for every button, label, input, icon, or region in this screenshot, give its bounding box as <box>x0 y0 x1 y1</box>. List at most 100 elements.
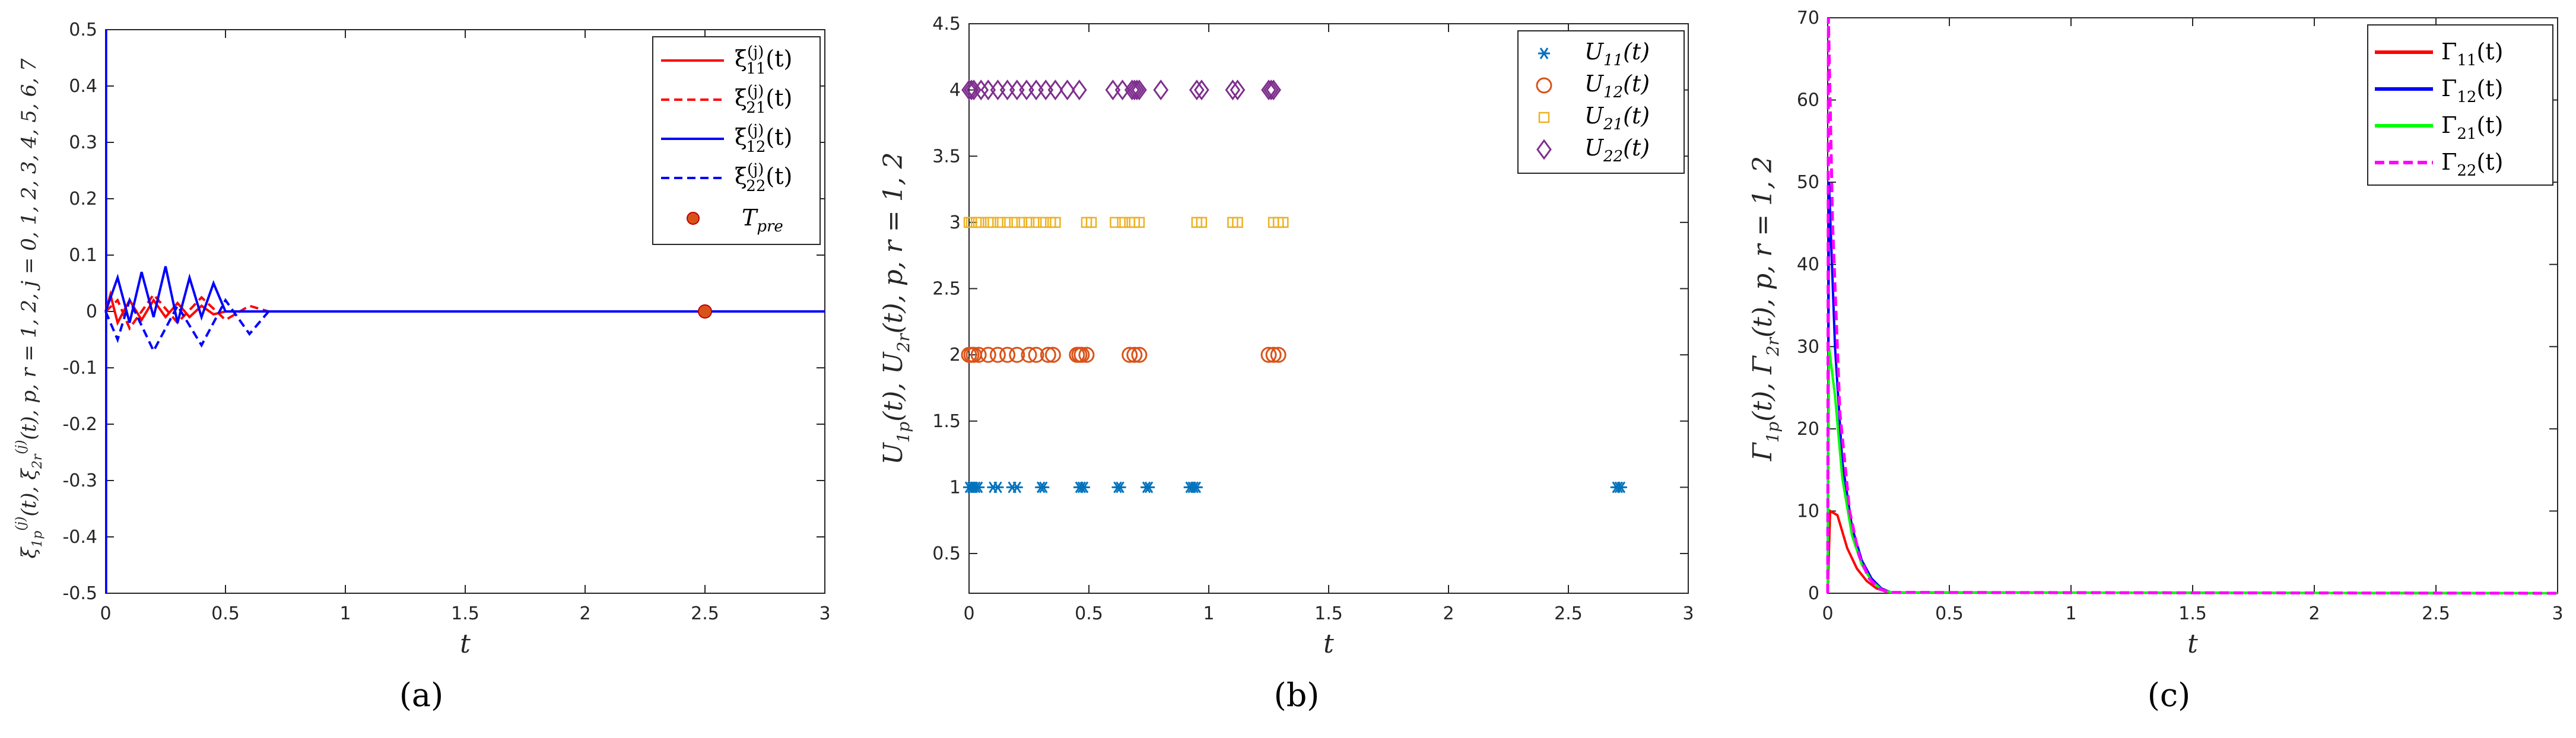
chart-a-legend-swatch <box>687 212 700 225</box>
chart-b-point-s3 <box>973 79 989 101</box>
chart-b-point-s2 <box>1277 217 1289 228</box>
chart-a-ylabel: ξ1p(j)(t), ξ2r(j)(t), p, r = 1, 2, j = 0… <box>14 58 45 558</box>
chart-b-point-s3 <box>1131 79 1147 101</box>
chart-b-point-s3 <box>1047 79 1063 101</box>
chart-b-point-s2 <box>1196 217 1208 228</box>
chart-b-legend-swatch <box>1538 47 1550 59</box>
chart-c-xtick-label: 1 <box>2065 603 2076 624</box>
chart-a-legend-label: Tpre <box>742 205 783 236</box>
chart-b-xtick-label: 3 <box>1682 603 1694 624</box>
chart-b-point-s0 <box>1615 481 1627 494</box>
chart-b-point-s2 <box>975 217 987 228</box>
chart-b-point-s0 <box>1037 481 1050 494</box>
chart-b-point-s2 <box>1110 217 1121 228</box>
chart-b-point-s1 <box>999 346 1016 363</box>
panel-label-b: (b) <box>1274 676 1320 714</box>
chart-b-point-s1 <box>1265 346 1282 363</box>
chart-a-xtick-label: 2.5 <box>691 603 719 624</box>
chart-b-ytick-label: 4 <box>949 80 961 101</box>
chart-b-point-s0 <box>1011 481 1023 494</box>
chart-b-legend-label: U21(t) <box>1584 103 1650 133</box>
chart-b-point-s0 <box>973 481 985 494</box>
chart-a-ytick-label: -0.4 <box>62 527 97 548</box>
chart-a-ytick-label: 0 <box>86 301 97 322</box>
chart-b-point-s2 <box>1085 217 1097 228</box>
chart-c-ytick-label: 30 <box>1797 336 1819 357</box>
chart-b: 0 0.5 1 1.5 2 2.5 30.511.522.533.544.5tU11(t)U… <box>932 14 1694 659</box>
chart-b-point-s2 <box>1009 217 1021 228</box>
panel-label-c: (c) <box>2148 676 2190 714</box>
chart-c-series-3 <box>1826 17 2558 595</box>
chart-b-point-s1 <box>1260 346 1277 363</box>
chart-c-ylabel: Γ1p(t), Γ2r(t), p, r = 1, 2 <box>1748 156 1783 462</box>
chart-b-ytick-label: 2 <box>949 345 961 365</box>
chart-a-ytick-label: 0.4 <box>69 76 97 97</box>
chart-b-ytick-label: 1.5 <box>932 411 961 432</box>
chart-b-ytick-label: 0.5 <box>932 543 961 564</box>
chart-a-xtick-label: 0 <box>100 603 111 624</box>
chart-c-ytick-label: 60 <box>1797 90 1819 111</box>
chart-b-point-s3 <box>1189 79 1205 101</box>
chart-c-xtick-label: 3 <box>2552 603 2563 624</box>
chart-b-legend-label: U12(t) <box>1584 71 1650 101</box>
chart-c-xtick-label: 0 <box>1822 603 1833 624</box>
chart-c-legend-label: Γ21(t) <box>2441 112 2503 143</box>
chart-b-point-s1 <box>1044 346 1061 363</box>
chart-b-point-s0 <box>992 481 1004 494</box>
chart-a-legend-label: ξ(j) 11(t) <box>735 43 792 78</box>
chart-b-point-s3 <box>1261 79 1276 101</box>
chart-b-point-s2 <box>995 217 1006 228</box>
chart-b-point-s3 <box>1194 79 1209 101</box>
chart-b-point-s2 <box>1037 217 1049 228</box>
chart-a-ytick-label: 0.2 <box>69 189 97 209</box>
chart-c-legend-label: Γ11(t) <box>2441 39 2503 69</box>
chart-b-point-s1 <box>1021 346 1037 363</box>
chart-c-ytick-label: 40 <box>1797 255 1819 275</box>
chart-b-point-s1 <box>1028 346 1044 363</box>
chart-b-point-s1 <box>980 346 996 363</box>
chart-b-point-s3 <box>1263 79 1279 101</box>
chart-b-point-s2 <box>1002 217 1013 228</box>
chart-b-point-s0 <box>1143 481 1155 494</box>
chart-b-xtick-label: 0.5 <box>1075 603 1103 624</box>
chart-b-point-s1 <box>1122 346 1138 363</box>
chart-b-point-s3 <box>1153 79 1169 101</box>
chart-c-xtick-label: 2.5 <box>2422 603 2450 624</box>
chart-c-ytick-label: 70 <box>1797 8 1819 28</box>
chart-b-point-s3 <box>961 79 977 101</box>
chart-b-legend-label: U11(t) <box>1584 39 1650 69</box>
chart-a-legend-label: ξ(j) 22(t) <box>735 161 792 195</box>
chart-b-point-s2 <box>1016 217 1028 228</box>
chart-b-xtick-label: 0 <box>963 603 974 624</box>
chart-a-ytick-label: 0.5 <box>69 20 97 40</box>
chart-b-xtick-label: 1 <box>1203 603 1214 624</box>
chart-c-ytick-label: 10 <box>1797 501 1819 521</box>
chart-c-xlabel: t <box>2187 629 2198 659</box>
chart-b-xlabel: t <box>1323 629 1334 659</box>
chart-b-point-s2 <box>1030 217 1042 228</box>
chart-b-point-s2 <box>1023 217 1035 228</box>
chart-b-point-s3 <box>966 79 982 101</box>
chart-a-ytick-label: -0.1 <box>62 358 97 378</box>
chart-b-point-s3 <box>1266 79 1281 101</box>
chart-b-point-s3 <box>1126 79 1142 101</box>
chart-a-ytick-label: -0.2 <box>62 414 97 435</box>
chart-b-point-s1 <box>1126 346 1143 363</box>
chart-a-xtick-label: 0.5 <box>211 603 240 624</box>
panel-label-a: (a) <box>399 676 443 714</box>
chart-b-legend-label: U22(t) <box>1584 135 1650 166</box>
chart-b-xtick-label: 1.5 <box>1314 603 1343 624</box>
chart-a-ytick-label: 0.3 <box>69 132 97 153</box>
chart-b-point-s1 <box>1078 346 1095 363</box>
chart-b-point-s3 <box>1124 79 1140 101</box>
chart-b-xtick-label: 2 <box>1443 603 1454 624</box>
chart-b-point-s1 <box>989 346 1006 363</box>
chart-c-xtick-label: 2 <box>2308 603 2320 624</box>
chart-b-point-s1 <box>1073 346 1090 363</box>
chart-b-point-s3 <box>1225 79 1241 101</box>
chart-c-xtick-label: 0.5 <box>1935 603 1964 624</box>
chart-b-point-s2 <box>1050 217 1061 228</box>
chart-b-legend-swatch <box>1536 139 1552 160</box>
chart-c-xtick-label: 1.5 <box>2178 603 2207 624</box>
